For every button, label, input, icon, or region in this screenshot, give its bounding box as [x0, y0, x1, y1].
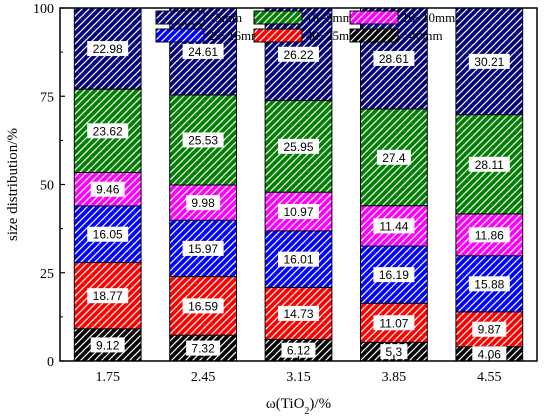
data-label-bg — [87, 41, 129, 57]
x-axis: 1.75 2.45 3.15 3.85 4.55 — [95, 356, 502, 385]
x-tick-label: 2.45 — [191, 370, 216, 385]
data-label-bg — [373, 50, 415, 66]
data-label-40-25mm-4.55: 9.87 — [478, 323, 502, 337]
data-label-10-5mm-1.75: 23.62 — [93, 124, 123, 138]
data-label-16-10mm-2.45: 9.98 — [191, 196, 215, 210]
data-label-10-5mm-2.45: 25.53 — [188, 133, 218, 147]
data-label-25-16mm-1.75: 16.05 — [93, 228, 123, 242]
legend-swatch-40-25mm — [253, 28, 303, 43]
x-tick-label: 1.75 — [95, 370, 120, 385]
data-label-40mm-4.55: 4.06 — [478, 347, 502, 361]
data-label-25-16mm-2.45: 15.97 — [188, 242, 218, 256]
legend: <5mm 10~5mm 16~10mm 25~16mm 40~25mm >40mm — [155, 10, 455, 43]
data-label-5mm-4.55: 30.21 — [474, 55, 504, 69]
legend-swatch-25-16mm — [155, 28, 205, 43]
data-label-bg — [373, 267, 415, 283]
data-label-bg — [278, 204, 319, 220]
data-label-bg — [186, 195, 221, 211]
legend-label-5mm: <5mm — [208, 10, 242, 25]
y-axis: 0 25 50 75 100 — [33, 2, 65, 370]
data-label-bg — [468, 53, 510, 69]
x-axis-title: ω(TiO2)/% — [266, 396, 331, 417]
data-label-25-16mm-3.15: 16.01 — [283, 253, 313, 267]
y-tick-label: 50 — [40, 179, 54, 194]
data-label-40-25mm-3.85: 11.07 — [379, 316, 408, 330]
x-tick-label: 3.85 — [382, 370, 407, 385]
data-label-bg — [90, 337, 125, 353]
data-label-bg — [468, 276, 510, 292]
data-label-16-10mm-3.15: 10.97 — [283, 205, 313, 219]
data-label-40mm-1.75: 9.12 — [96, 338, 120, 352]
data-label-10-5mm-3.15: 25.95 — [283, 140, 313, 154]
x-tick-label: 3.15 — [286, 370, 311, 385]
data-label-40-25mm-1.75: 18.77 — [93, 289, 123, 303]
data-label-16-10mm-4.55: 11.86 — [475, 228, 504, 242]
y-axis-title: size distribution/% — [5, 128, 21, 241]
data-label-bg — [87, 288, 129, 304]
x-axis-title-tail: )/% — [309, 396, 331, 412]
x-axis-title-main: ω(TiO — [266, 396, 305, 412]
data-label-10-5mm-4.55: 28.11 — [475, 158, 504, 172]
data-label-bg — [472, 346, 507, 362]
data-label-bg — [373, 315, 415, 331]
legend-label-16-10mm: 16~10mm — [402, 10, 455, 25]
bar-40-25mm-2.45 — [169, 276, 237, 336]
y-tick-label: 100 — [33, 2, 54, 17]
data-label-40-25mm-3.15: 14.73 — [283, 307, 313, 321]
data-label-bg — [278, 251, 319, 267]
legend-label-25-16mm: 25~16mm — [208, 28, 261, 43]
bar-25-16mm-3.85 — [360, 245, 428, 304]
data-label-bg — [373, 218, 415, 234]
legend-label-10-5mm: 10~5mm — [306, 10, 353, 25]
legend-swatch-5mm — [155, 10, 205, 25]
data-label-16-10mm-3.85: 11.44 — [379, 219, 408, 233]
legend-swatch-10-5mm — [253, 10, 303, 25]
data-label-40mm-3.15: 6.12 — [287, 344, 311, 358]
data-label-10-5mm-3.85: 27.4 — [382, 151, 406, 165]
data-label-bg — [87, 226, 129, 242]
data-label-40mm-3.85: 5.3 — [386, 345, 403, 359]
data-label-25-16mm-3.85: 16.19 — [379, 268, 409, 282]
data-label-5mm-3.85: 28.61 — [379, 52, 409, 66]
data-label-40mm-2.45: 7.32 — [191, 342, 215, 356]
legend-swatch-16-10mm — [349, 10, 399, 25]
data-label-bg — [278, 138, 319, 154]
y-tick-label: 25 — [40, 267, 54, 282]
data-label-16-10mm-1.75: 9.46 — [96, 183, 120, 197]
data-label-5mm-3.15: 26.22 — [283, 48, 313, 62]
data-label-bg — [281, 342, 316, 358]
y-tick-label: 0 — [47, 355, 54, 370]
data-label-bg — [87, 123, 129, 139]
legend-label-40mm: >40mm — [402, 28, 443, 43]
y-tick-label: 75 — [40, 90, 54, 105]
legend-swatch-40mm — [349, 28, 399, 43]
x-tick-label: 4.55 — [477, 370, 502, 385]
data-labels-layer: 9.12 18.77 16.05 9.46 23.62 22.98 7.32 16.59 15.… — [87, 41, 510, 362]
data-label-bg — [468, 227, 510, 243]
data-label-5mm-2.45: 24.61 — [188, 45, 218, 59]
data-label-5mm-1.75: 22.98 — [93, 42, 123, 56]
data-label-bg — [468, 156, 510, 172]
x-axis-title-subscript: 2 — [304, 406, 309, 417]
data-label-bg — [278, 46, 319, 62]
data-label-40-25mm-2.45: 16.59 — [188, 299, 218, 313]
data-label-bg — [186, 340, 221, 356]
data-label-bg — [278, 305, 319, 321]
data-label-bg — [182, 132, 224, 148]
data-label-bg — [90, 181, 125, 197]
legend-label-40-25mm: 40~25mm — [306, 28, 359, 43]
data-label-bg — [182, 240, 224, 256]
data-label-bg — [472, 321, 507, 337]
data-label-bg — [182, 43, 224, 59]
data-label-bg — [376, 149, 411, 165]
data-label-bg — [182, 298, 224, 314]
data-label-bg — [380, 344, 408, 360]
data-label-25-16mm-4.55: 15.88 — [474, 277, 504, 291]
